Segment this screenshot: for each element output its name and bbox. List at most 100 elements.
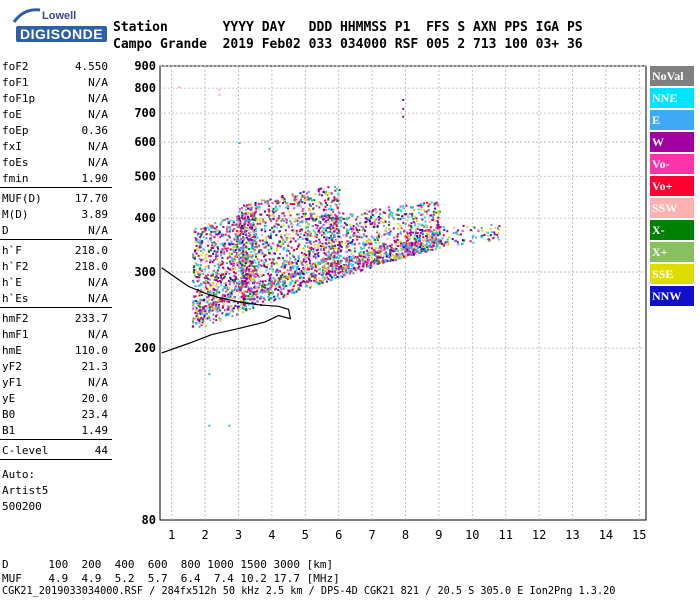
echo-point [290,222,293,225]
echo-point [385,247,388,250]
echo-point [330,208,333,211]
echo-point [252,305,255,308]
echo-point [239,266,241,269]
echo-point [296,223,299,226]
echo-point [333,222,336,225]
echo-point [240,276,243,279]
echo-point [332,208,335,211]
isolated-echo [402,99,405,101]
echo-point [314,278,316,280]
divider [0,307,112,308]
echo-point [384,243,387,246]
echo-point [222,302,225,305]
echo-point [383,246,386,249]
echo-point [248,248,251,251]
echo-point [251,270,254,273]
echo-point [447,244,450,247]
echo-point [441,237,444,240]
echo-point [222,233,225,236]
echo-point [212,285,215,288]
echo-point [427,209,430,212]
echo-point [437,212,440,215]
echo-point [267,235,270,238]
echo-point [364,217,367,219]
echo-point [457,233,460,236]
echo-point [314,235,317,238]
echo-point [381,218,384,221]
echo-point [285,218,288,221]
echo-point [434,237,437,240]
echo-point [194,249,197,252]
autoscale-title: Auto: [2,468,36,481]
echo-point [365,263,368,266]
echo-point [241,241,244,244]
echo-point [284,240,287,243]
echo-point [378,236,380,239]
echo-point [212,269,215,272]
echo-point [240,226,243,229]
echo-point [406,254,409,256]
echo-point [229,260,231,263]
echo-point [326,280,328,283]
echo-point [275,219,278,222]
param-value: 110.0 [74,344,108,357]
echo-point [227,227,230,230]
echo-point [214,222,217,225]
echo-point [338,276,341,279]
echo-point [266,201,268,204]
echo-point [216,250,219,253]
legend-item-sse: SSE [650,264,694,284]
echo-point [251,278,254,280]
echo-point [296,196,299,199]
echo-point [425,242,428,245]
echo-point [251,301,254,304]
echo-point [243,223,246,226]
echo-point [229,310,232,312]
echo-point [314,219,317,222]
echo-point [311,225,314,228]
echo-point [290,266,293,268]
echo-point [247,207,250,210]
echo-point [340,275,343,277]
echo-point [424,220,427,223]
echo-point [498,225,501,228]
echo-point [300,270,303,272]
echo-point [410,222,413,225]
echo-point [228,300,231,303]
echo-point [266,283,269,286]
echo-point [252,291,255,294]
echo-point [203,298,206,301]
echo-point [358,229,361,231]
echo-point [215,225,218,228]
echo-point [292,285,295,288]
echo-point [278,286,281,288]
echo-point [301,201,304,204]
echo-point [253,302,256,305]
echo-point [296,279,299,282]
echo-point [293,283,296,286]
echo-point [336,188,338,191]
echo-point [201,323,204,326]
echo-point [195,264,198,267]
param-value: 0.36 [81,124,109,137]
echo-point [250,237,253,239]
echo-point [404,222,407,225]
echo-point [248,254,251,257]
echo-point [248,240,250,242]
echo-point [202,258,205,261]
echo-point [422,249,425,252]
echo-point [279,290,282,293]
echo-point [308,253,311,255]
echo-point [419,203,422,206]
echo-point [315,257,318,260]
echo-point [419,241,422,244]
echo-point [259,239,262,242]
echo-point [244,249,247,252]
echo-point [297,256,300,259]
echo-point [386,253,389,256]
echo-point [215,291,218,294]
echo-point [296,233,299,236]
echo-point [388,221,391,224]
echo-point [293,275,296,278]
echo-point [228,230,231,233]
